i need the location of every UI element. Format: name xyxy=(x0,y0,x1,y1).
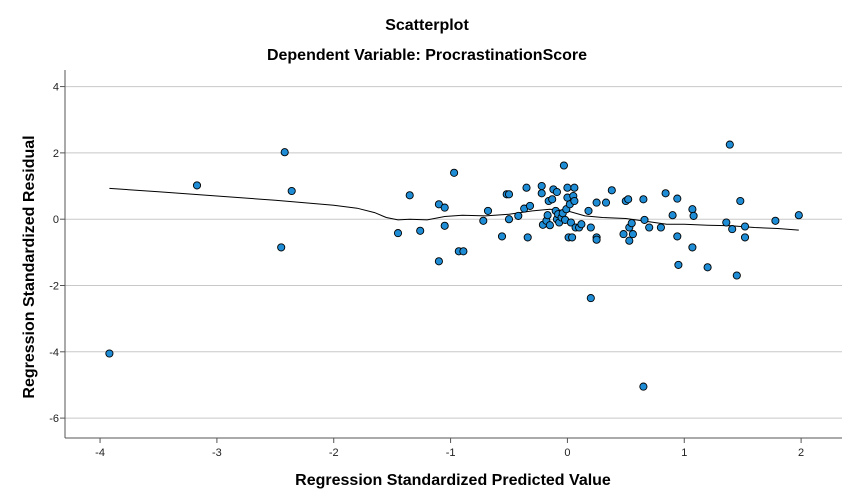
axes xyxy=(60,70,842,443)
scatter-point-20 xyxy=(504,215,514,224)
y-tick-label-1: 2 xyxy=(53,148,59,160)
chart-title: Scatterplot xyxy=(385,17,469,34)
scatter-point-73 xyxy=(639,195,648,204)
scatter-point-3 xyxy=(280,148,289,157)
x-tick-label-2: -2 xyxy=(329,447,339,459)
scatter-point-83 xyxy=(688,205,697,214)
fit-line-layer xyxy=(109,187,799,231)
scatter-point-1 xyxy=(192,181,202,190)
scatter-point-2 xyxy=(277,243,286,252)
scatter-point-76 xyxy=(656,223,665,232)
tick-labels: 4 2 0 -2 -4 -6 -4 -3 -2 -1 0 1 2 xyxy=(49,82,804,459)
scatter-point-88 xyxy=(728,225,737,234)
scatter-point-81 xyxy=(674,260,683,269)
x-tick-label-5: 1 xyxy=(681,447,687,459)
scatter-point-52 xyxy=(570,196,579,206)
scatter-point-14 xyxy=(459,247,468,256)
x-axis-label: Regression Standardized Predicted Value xyxy=(295,472,611,489)
scatter-point-75 xyxy=(645,223,654,232)
scatter-point-16 xyxy=(483,206,493,215)
x-tick-label-0: -4 xyxy=(95,447,105,459)
scatter-point-19 xyxy=(504,190,514,199)
scatter-point-27 xyxy=(537,181,546,191)
scatter-point-85 xyxy=(703,263,712,272)
scatter-point-49 xyxy=(566,218,575,227)
scatter-point-72 xyxy=(639,382,648,391)
scatter-point-94 xyxy=(794,211,803,220)
scatter-point-5 xyxy=(393,229,403,238)
y-axis-label: Regression Standardized Residual xyxy=(21,135,38,398)
scatter-point-0 xyxy=(105,349,114,358)
scatter-point-77 xyxy=(661,189,670,198)
scatter-point-80 xyxy=(673,232,682,241)
scatter-point-86 xyxy=(722,218,731,227)
scatter-point-84 xyxy=(689,211,698,220)
scatter-point-78 xyxy=(668,211,677,220)
scatter-point-10 xyxy=(440,203,449,212)
scatter-point-23 xyxy=(522,183,531,192)
scatter-point-89 xyxy=(732,271,741,280)
scatter-point-60 xyxy=(592,198,601,207)
scatter-point-93 xyxy=(771,216,780,225)
x-tick-label-3: -1 xyxy=(446,447,456,459)
scatter-point-26 xyxy=(537,189,546,198)
scatter-point-33 xyxy=(548,195,557,204)
scatter-point-36 xyxy=(552,187,561,197)
y-tick-label-5: -6 xyxy=(49,413,59,425)
x-tick-label-1: -3 xyxy=(212,447,222,459)
scatter-point-56 xyxy=(577,220,586,229)
scatter-point-21 xyxy=(514,211,523,220)
scatter-point-6 xyxy=(405,191,414,200)
scatter-point-63 xyxy=(601,198,611,207)
scatter-point-58 xyxy=(586,223,595,232)
scatter-point-7 xyxy=(416,226,425,235)
scatter-point-30 xyxy=(543,211,552,220)
scatter-point-79 xyxy=(673,194,682,203)
scatter-point-70 xyxy=(627,219,636,228)
scatter-point-71 xyxy=(628,230,637,239)
scatter-point-74 xyxy=(640,215,649,224)
scatter-point-8 xyxy=(434,257,443,266)
scatter-point-32 xyxy=(545,221,554,230)
scatter-point-12 xyxy=(450,168,459,177)
scatter-point-42 xyxy=(559,161,568,170)
x-tick-label-4: 0 xyxy=(564,447,570,459)
y-tick-label-4: -4 xyxy=(49,347,59,359)
grid-lines xyxy=(65,86,842,419)
fit-line xyxy=(109,187,799,231)
scatter-point-65 xyxy=(619,230,628,239)
scatter-point-87 xyxy=(725,140,734,149)
scatter-point-59 xyxy=(586,294,595,303)
scatter-point-64 xyxy=(607,186,616,195)
scatter-point-53 xyxy=(570,183,579,192)
y-tick-label-3: -2 xyxy=(49,280,59,292)
scatter-point-46 xyxy=(563,183,572,192)
scatter-point-62 xyxy=(592,235,601,244)
scatter-point-57 xyxy=(584,206,593,215)
y-tick-label-2: 0 xyxy=(53,214,59,226)
scatter-point-15 xyxy=(479,216,488,225)
scatter-point-82 xyxy=(688,243,697,252)
scatter-point-69 xyxy=(625,236,634,245)
scatter-point-50 xyxy=(568,233,577,242)
scatter-point-91 xyxy=(740,222,750,231)
x-tick-label-6: 2 xyxy=(798,447,804,459)
scatter-point-92 xyxy=(740,233,750,242)
scatter-point-11 xyxy=(440,221,449,230)
scatter-point-25 xyxy=(525,201,535,210)
y-tick-label-0: 4 xyxy=(53,82,59,94)
scatter-point-4 xyxy=(287,186,296,196)
scatter-point-90 xyxy=(736,196,745,206)
scatter-point-24 xyxy=(523,233,532,242)
scatter-point-17 xyxy=(497,232,507,241)
chart-subtitle: Dependent Variable: ProcrastinationScore xyxy=(267,47,587,64)
scatter-points xyxy=(105,140,803,391)
scatter-point-67 xyxy=(624,195,633,204)
